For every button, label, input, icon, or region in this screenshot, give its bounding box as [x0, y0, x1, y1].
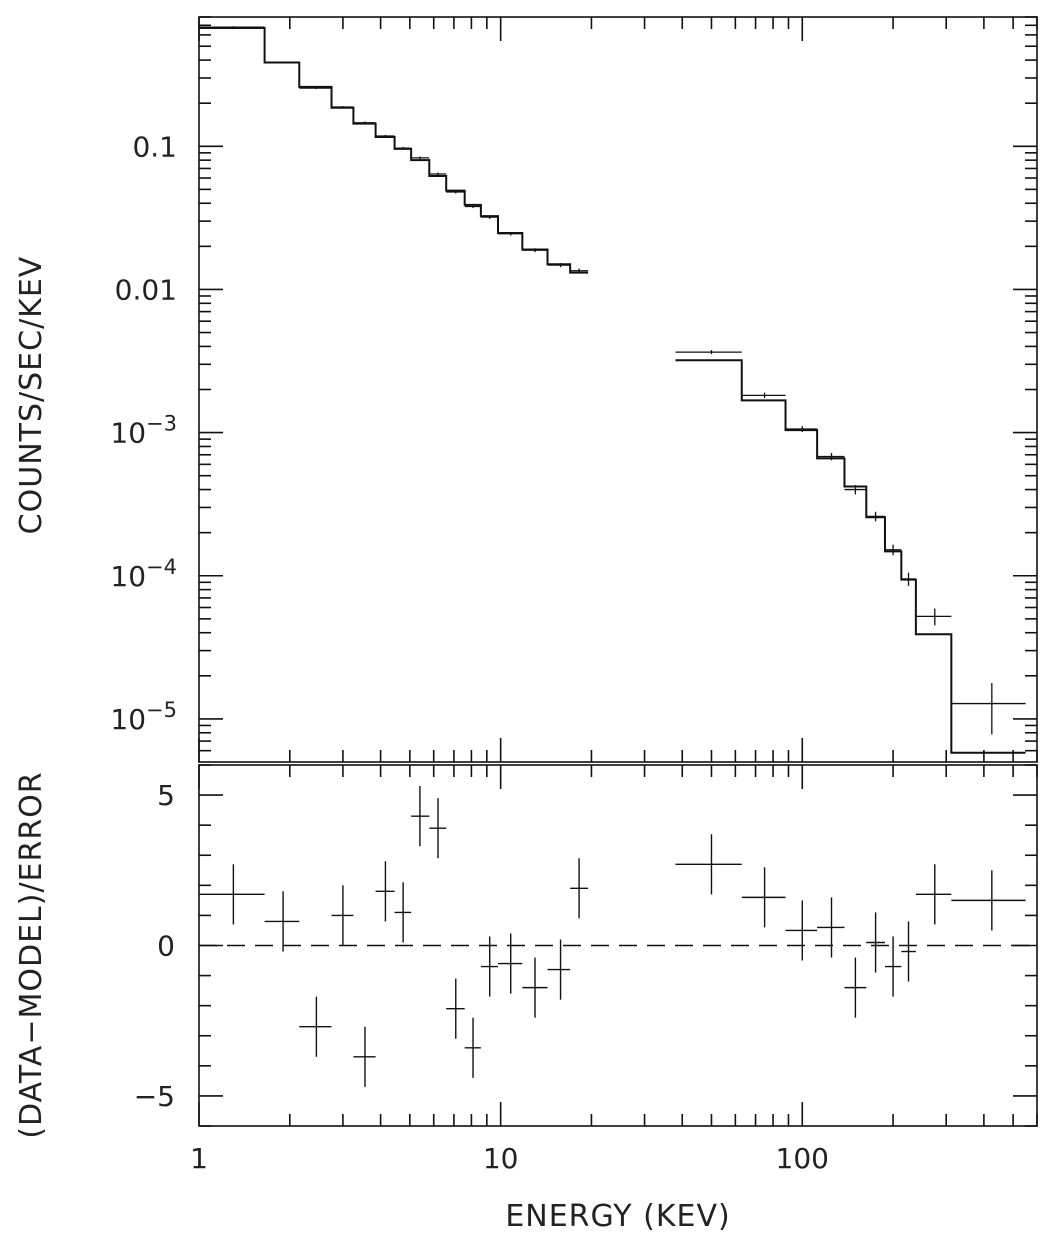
spectrum-data-point — [299, 87, 332, 90]
spectrum-data-point — [264, 61, 300, 64]
residual-point — [785, 900, 818, 961]
spectrum-data-point — [497, 231, 523, 236]
spectrum-data-point — [844, 485, 867, 495]
residual-point — [429, 798, 447, 859]
tick-label-base: 10 — [110, 703, 146, 736]
residual-point — [844, 957, 867, 1018]
residual-y-axis-label: (DATA−MODEL)/ERROR — [14, 771, 49, 1138]
x-axis-label: ENERGY (KEV) — [505, 1199, 730, 1234]
residual-point — [464, 1017, 481, 1078]
model-step-line-high-energy — [675, 359, 1026, 754]
residual-axis-ticks — [198, 764, 1038, 1127]
spectrum-frame — [198, 16, 1038, 763]
spectrum-data-points — [199, 26, 1026, 735]
x-tick-label: 1 — [190, 1142, 208, 1175]
residual-point — [299, 996, 332, 1057]
tick-label-exponent: −5 — [146, 698, 177, 722]
spectrum-y-tick-label: 0.01 — [115, 273, 177, 306]
spectrum-model-steps — [199, 27, 1026, 754]
spectrum-data-point — [429, 172, 447, 176]
spectrum-data-point — [331, 106, 354, 109]
residual-point — [675, 834, 742, 895]
spectrum-data-point — [547, 262, 571, 268]
spectrum-panel-frame — [198, 16, 1038, 763]
residual-point — [446, 978, 465, 1039]
spectrum-data-point — [394, 146, 412, 150]
residual-point — [901, 921, 916, 982]
residual-point — [817, 897, 845, 958]
spectrum-data-point — [353, 121, 376, 125]
residual-point — [497, 933, 523, 994]
spectrum-y-tick-label: 10−5 — [110, 698, 177, 736]
tick-label-base: 10 — [110, 417, 146, 450]
residual-point — [884, 936, 902, 997]
residual-point — [522, 957, 548, 1018]
spectrum-data-point — [375, 134, 395, 138]
spectrum-data-point — [464, 204, 481, 209]
model-step-line-low-energy — [199, 27, 589, 274]
residual-y-tick-label: −5 — [134, 1080, 175, 1113]
tick-label-exponent: −3 — [146, 412, 177, 436]
residual-point — [331, 885, 354, 946]
spectrum-data-point — [951, 683, 1026, 735]
x-tick-label: 100 — [776, 1142, 829, 1175]
spectrum-data-point — [817, 453, 845, 461]
spectrum-data-point — [570, 268, 589, 274]
x-tick-label: 10 — [483, 1142, 519, 1175]
spectrum-data-point — [675, 350, 742, 355]
spectrum-data-point — [901, 572, 916, 586]
residual-point — [353, 1026, 376, 1087]
residual-y-tick-label: 5 — [157, 779, 175, 812]
spectrum-data-point — [446, 190, 465, 194]
residual-point — [411, 786, 430, 847]
residual-point — [570, 858, 589, 919]
residual-point — [394, 882, 412, 943]
residual-point — [547, 939, 571, 1000]
spectrum-y-tick-label: 0.1 — [132, 130, 177, 163]
spectrum-data-point — [411, 156, 430, 160]
residual-point — [375, 861, 395, 922]
spectrum-y-tick-label: 10−4 — [110, 555, 177, 593]
spectrum-data-point — [866, 511, 885, 522]
spectrum-data-point — [522, 248, 548, 253]
residual-point — [480, 936, 498, 997]
spectrum-data-point — [199, 26, 265, 29]
residual-point — [915, 864, 952, 925]
residual-point — [951, 870, 1026, 931]
residual-tick-labels: 5 0 −5 1 10 100 — [134, 779, 829, 1175]
residual-points — [199, 786, 1026, 1087]
residual-y-tick-label: 0 — [157, 930, 175, 963]
tick-label-exponent: −4 — [146, 555, 177, 579]
spectrum-data-point — [884, 544, 902, 556]
spectrum-axis-ticks — [198, 16, 1038, 762]
tick-label-base: 10 — [110, 560, 146, 593]
spectrum-y-tick-label: 10−3 — [110, 412, 177, 450]
spectrum-data-point — [480, 215, 498, 219]
spectrum-data-point — [741, 392, 786, 399]
spectrum-y-axis-label: COUNTS/SEC/KEV — [14, 256, 49, 535]
spectrum-data-point — [785, 426, 818, 432]
residual-point — [741, 867, 786, 928]
residual-point — [199, 864, 265, 925]
spectrum-data-point — [915, 608, 952, 626]
residual-point — [866, 912, 885, 973]
residual-point — [264, 891, 300, 952]
